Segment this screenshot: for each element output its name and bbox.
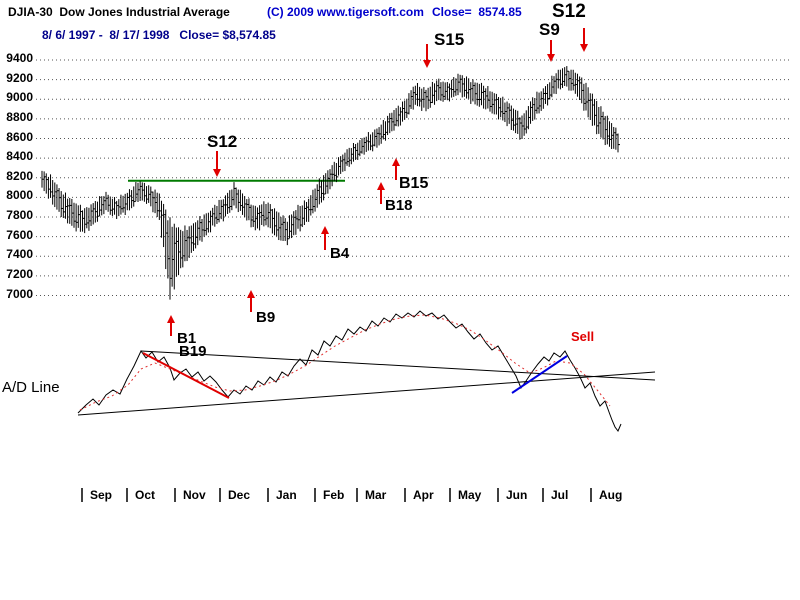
y-axis-label: 7800: [6, 208, 33, 222]
month-label-oct: Oct: [135, 488, 156, 502]
y-axis-label: 8200: [6, 168, 33, 183]
y-axis-label: 7200: [6, 266, 33, 281]
y-axis-label: 7400: [6, 247, 33, 262]
month-label-jun: Jun: [506, 488, 528, 502]
month-label-jul: Jul: [551, 488, 569, 502]
signal-label-s15: S15: [434, 30, 465, 49]
sell-annotation: Sell: [571, 329, 595, 344]
y-axis-label: 7000: [6, 286, 33, 301]
y-axis-label: 9000: [6, 90, 33, 105]
signal-label-s12: S12: [552, 1, 586, 22]
y-axis-label: 8600: [6, 129, 33, 144]
month-ticks: [81, 488, 592, 502]
month-label-may: May: [458, 488, 482, 502]
y-axis-label: 8000: [6, 188, 33, 203]
signal-label-b4: B4: [330, 245, 350, 262]
chart-title: DJIA-30 Dow Jones Industrial Average: [8, 5, 230, 19]
signal-label-b18: B18: [385, 197, 413, 214]
month-label-dec: Dec: [228, 488, 251, 502]
y-axis-label: 8800: [6, 109, 33, 124]
price-bars: [41, 66, 620, 300]
month-label-nov: Nov: [183, 488, 206, 502]
y-axis-label: 8400: [6, 149, 33, 164]
signal-label-s12: S12: [207, 132, 238, 151]
signal-arrows: [167, 28, 588, 336]
date-range-label: 8/ 6/ 1997 - 8/ 17/ 1998 Close= $8,574.8…: [42, 28, 276, 42]
signal-label-b19: B19: [179, 343, 207, 360]
ad-line-label: A/D Line: [2, 379, 60, 396]
month-label-jan: Jan: [276, 488, 297, 502]
close-value-label: Close= 8574.85: [432, 5, 522, 19]
month-label-feb: Feb: [323, 488, 345, 502]
signal-label-b15: B15: [399, 175, 429, 192]
month-label-apr: Apr: [413, 488, 434, 502]
signal-label-s9: S9: [539, 20, 560, 39]
y-axis-label: 7600: [6, 227, 33, 242]
copyright-text: (C) 2009 www.tigersoft.com: [267, 5, 424, 19]
month-label-sep: Sep: [90, 488, 113, 502]
month-label-aug: Aug: [599, 488, 623, 502]
month-label-mar: Mar: [365, 488, 387, 502]
signal-label-b1: B1: [177, 330, 197, 347]
y-axis-label: 9400: [6, 51, 33, 65]
y-axis-label: 9200: [6, 70, 33, 85]
ad-line-pane: [77, 310, 656, 432]
signal-label-b9: B9: [256, 309, 276, 326]
